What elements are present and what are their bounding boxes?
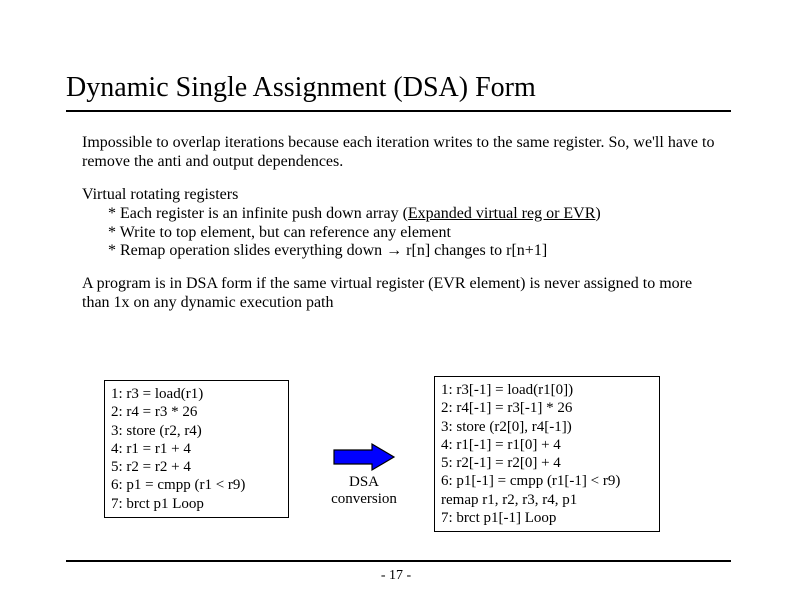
- vrr-bullet-3: * Remap operation slides everything down…: [108, 242, 722, 261]
- code-line: 1: r3 = load(r1): [111, 385, 282, 403]
- vrr-b1-post: ): [595, 205, 600, 222]
- right-arrow-icon: [332, 442, 396, 472]
- code-line: 3: store (r2[0], r4[-1]): [441, 418, 653, 436]
- para-vrr: Virtual rotating registers * Each regist…: [82, 186, 722, 262]
- footer-rule: [66, 560, 731, 562]
- code-box-original: 1: r3 = load(r1)2: r4 = r3 * 263: store …: [104, 380, 289, 518]
- arrow-label-line2: conversion: [331, 491, 397, 507]
- code-line: 2: r4 = r3 * 26: [111, 403, 282, 421]
- code-line: 7: brct p1[-1] Loop: [441, 509, 653, 527]
- code-line: 5: r2 = r2 + 4: [111, 458, 282, 476]
- vrr-bullet-2: * Write to top element, but can referenc…: [108, 224, 722, 243]
- vrr-bullets: * Each register is an infinite push down…: [82, 205, 722, 262]
- para-intro: Impossible to overlap iterations because…: [82, 134, 722, 172]
- page-number: - 17 -: [0, 568, 792, 584]
- vrr-heading: Virtual rotating registers: [82, 186, 722, 205]
- vrr-b1-underline: Expanded virtual reg or EVR: [408, 205, 596, 222]
- code-line: 4: r1[-1] = r1[0] + 4: [441, 436, 653, 454]
- para-dsa-def: A program is in DSA form if the same vir…: [82, 275, 722, 313]
- arrow-label-line1: DSA: [349, 474, 379, 490]
- code-box-dsa: 1: r3[-1] = load(r1[0])2: r4[-1] = r3[-1…: [434, 376, 660, 532]
- code-line: 1: r3[-1] = load(r1[0]): [441, 381, 653, 399]
- code-line: remap r1, r2, r3, r4, p1: [441, 491, 653, 509]
- vrr-b1-pre: * Each register is an infinite push down…: [108, 205, 408, 222]
- code-line: 2: r4[-1] = r3[-1] * 26: [441, 399, 653, 417]
- vrr-b3-pre: * Remap operation slides everything down: [108, 242, 386, 259]
- code-line: 6: p1 = cmpp (r1 < r9): [111, 476, 282, 494]
- arrow-glyph-icon: →: [386, 242, 402, 259]
- slide-title: Dynamic Single Assignment (DSA) Form: [66, 72, 731, 112]
- conversion-arrow-group: DSA conversion: [314, 442, 414, 509]
- code-line: 5: r2[-1] = r2[0] + 4: [441, 454, 653, 472]
- vrr-bullet-1: * Each register is an infinite push down…: [108, 205, 722, 224]
- vrr-b3-post: r[n] changes to r[n+1]: [402, 242, 547, 259]
- code-line: 6: p1[-1] = cmpp (r1[-1] < r9): [441, 472, 653, 490]
- code-line: 3: store (r2, r4): [111, 422, 282, 440]
- slide-body: Impossible to overlap iterations because…: [82, 134, 722, 327]
- arrow-label: DSA conversion: [314, 474, 414, 509]
- code-line: 4: r1 = r1 + 4: [111, 440, 282, 458]
- code-line: 7: brct p1 Loop: [111, 495, 282, 513]
- slide: Dynamic Single Assignment (DSA) Form Imp…: [0, 0, 792, 612]
